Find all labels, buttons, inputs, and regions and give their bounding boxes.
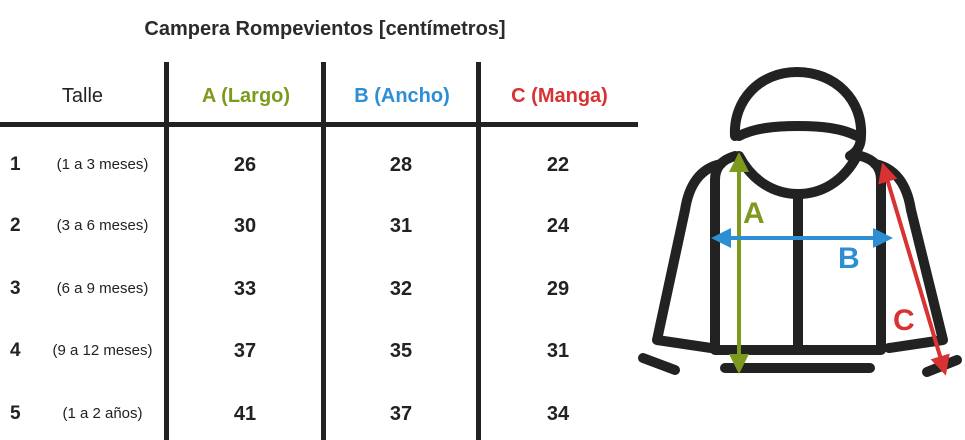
value-c: 22 <box>546 154 570 176</box>
value-b: 35 <box>389 340 413 362</box>
size-number: 2 <box>10 215 21 236</box>
size-number: 5 <box>10 403 21 424</box>
jacket-diagram: A B C <box>635 60 965 390</box>
value-c: 29 <box>546 278 570 300</box>
value-a: 30 <box>233 215 257 237</box>
size-range: (3 a 6 meses) <box>56 217 149 234</box>
column-divider-1 <box>164 62 169 440</box>
table-row: 2 (3 a 6 meses) 30 31 24 <box>0 207 640 247</box>
hooded-jacket-icon: A B C <box>638 67 962 377</box>
label-b: B <box>838 242 860 275</box>
size-number: 3 <box>10 278 21 299</box>
label-a: A <box>743 197 765 230</box>
size-range: (1 a 3 meses) <box>56 156 149 173</box>
size-number: 1 <box>10 154 21 175</box>
value-a: 37 <box>233 340 257 362</box>
value-c: 31 <box>546 340 570 362</box>
value-b: 32 <box>389 278 413 300</box>
size-range: (6 a 9 meses) <box>56 280 149 297</box>
header-b-ancho: B (Ancho) <box>354 85 450 107</box>
value-c: 24 <box>546 215 570 237</box>
value-a: 33 <box>233 278 257 300</box>
value-a: 26 <box>233 154 257 176</box>
header-divider <box>0 122 638 127</box>
size-chart-title: Campera Rompevientos [centímetros] <box>144 18 506 40</box>
table-row: 5 (1 a 2 años) 41 37 34 <box>0 395 640 435</box>
table-row: 4 (9 a 12 meses) 37 35 31 <box>0 332 640 372</box>
size-number: 4 <box>10 340 21 361</box>
label-c: C <box>893 304 915 337</box>
table-row: 1 (1 a 3 meses) 26 28 22 <box>0 146 640 186</box>
header-a-largo: A (Largo) <box>201 85 291 107</box>
value-b: 28 <box>389 154 413 176</box>
table-row: 3 (6 a 9 meses) 33 32 29 <box>0 270 640 310</box>
value-b: 31 <box>389 215 413 237</box>
value-c: 34 <box>546 403 570 425</box>
value-b: 37 <box>389 403 413 425</box>
value-a: 41 <box>233 403 257 425</box>
header-size: Talle <box>61 85 104 107</box>
column-divider-3 <box>476 62 481 440</box>
size-range: (9 a 12 meses) <box>52 342 153 359</box>
size-range: (1 a 2 años) <box>62 405 143 422</box>
header-c-manga: C (Manga) <box>511 85 608 107</box>
column-divider-2 <box>321 62 326 440</box>
